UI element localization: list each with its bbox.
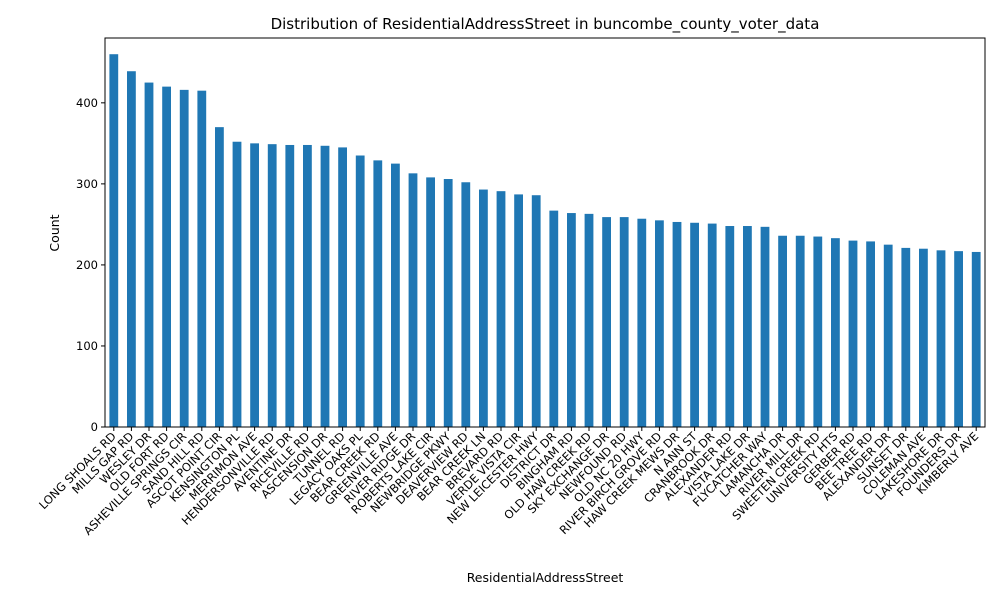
bar	[971, 251, 981, 427]
y-tick-label: 400	[76, 96, 98, 110]
bar	[760, 226, 770, 427]
bar	[707, 223, 717, 427]
y-tick-label: 300	[76, 177, 98, 191]
bar	[866, 241, 875, 427]
bar	[127, 71, 136, 427]
bar	[743, 226, 752, 427]
bar	[567, 213, 576, 427]
bar	[215, 127, 224, 427]
chart-title: Distribution of ResidentialAddressStreet…	[271, 15, 820, 34]
bar	[795, 235, 805, 427]
y-axis-ticks: 0 100 200 300 400	[76, 96, 105, 434]
plot-frame	[104, 37, 986, 428]
bar	[672, 221, 682, 427]
bar	[197, 90, 207, 427]
x-axis-label: ResidentialAddressStreet	[467, 570, 624, 585]
y-axis-label: Count	[47, 214, 62, 251]
bar	[936, 250, 946, 427]
bar	[514, 194, 523, 427]
bar	[461, 182, 471, 427]
bar	[549, 210, 559, 427]
y-tick-label: 0	[91, 420, 98, 434]
bar	[619, 217, 629, 427]
bar	[496, 191, 506, 427]
bar	[303, 144, 312, 427]
bar-series	[109, 54, 981, 428]
bar	[584, 213, 594, 427]
bar	[373, 160, 383, 427]
bar	[338, 147, 347, 427]
bar	[813, 236, 823, 427]
bar	[162, 86, 171, 427]
bar	[531, 195, 541, 427]
bar	[637, 218, 647, 427]
bar	[919, 248, 928, 427]
bar	[848, 240, 858, 427]
bar	[179, 89, 189, 427]
bar	[443, 179, 453, 427]
bar	[725, 226, 735, 427]
y-tick-label: 200	[76, 258, 98, 272]
bar	[250, 143, 259, 427]
bar	[391, 163, 400, 428]
bar	[831, 238, 840, 427]
bar	[883, 244, 893, 427]
bar	[320, 145, 330, 428]
bar	[355, 155, 365, 427]
bar	[901, 247, 911, 427]
bar	[690, 222, 699, 427]
bar	[109, 54, 119, 427]
bar	[285, 144, 295, 427]
bar	[144, 82, 154, 428]
y-tick-label: 100	[76, 339, 98, 353]
bar	[954, 251, 963, 427]
bar	[232, 141, 242, 427]
bar	[655, 220, 664, 427]
bar	[426, 177, 435, 427]
bar	[267, 144, 277, 427]
bar	[479, 189, 488, 427]
bar	[408, 173, 418, 427]
bar	[602, 217, 611, 427]
bar	[778, 235, 787, 427]
